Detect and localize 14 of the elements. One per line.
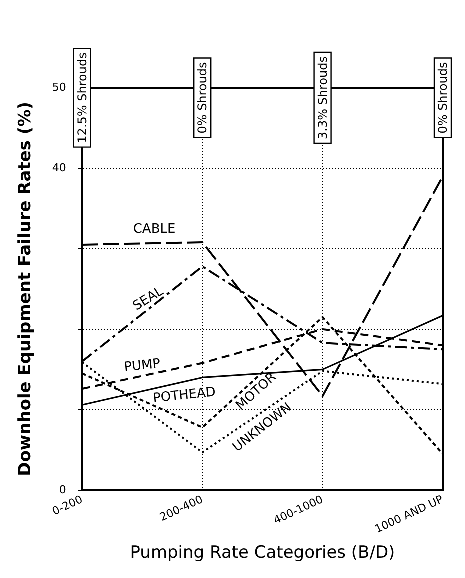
y-axis-title: Downhole Equipment Failure Rates (%) (16, 102, 36, 476)
text: POTHEAD (152, 384, 217, 406)
x-tick-label: 1000 AND UP (373, 492, 446, 536)
annotation: 0% Shrouds (196, 62, 210, 134)
series-label: CABLE (133, 222, 176, 237)
text: SEAL (130, 284, 167, 314)
y-tick-label: 40 (52, 161, 66, 174)
y-tick-label: 0 (59, 483, 66, 496)
y-tick-label: 50 (52, 80, 66, 94)
annotation: 3.3% Shrouds (316, 56, 330, 140)
annotation: 12.5% Shrouds (76, 52, 90, 144)
x-axis-title: Pumping Rate Categories (B/D) (130, 543, 396, 564)
annotation: 0% Shrouds (436, 62, 450, 134)
text: PUMP (124, 356, 162, 376)
